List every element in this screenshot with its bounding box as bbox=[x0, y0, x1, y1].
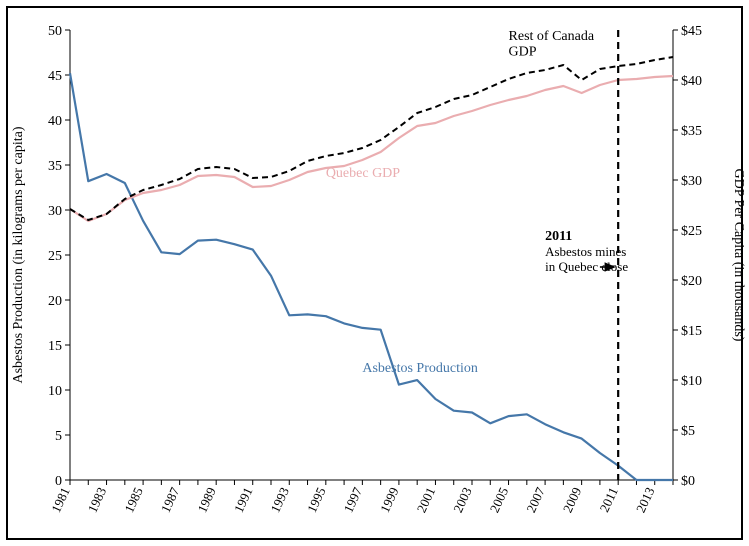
series-label: Rest of CanadaGDP bbox=[509, 29, 595, 59]
annotation-body: Asbestos minesin Quebec close bbox=[545, 244, 628, 274]
right-axis-title: GDP Per Capita (in thousands) bbox=[731, 169, 746, 342]
right-axis-tick-label: $25 bbox=[681, 224, 702, 239]
left-axis-tick-label: 30 bbox=[48, 204, 62, 219]
x-axis-tick-label: 2011 bbox=[597, 485, 621, 514]
right-axis-tick-label: $45 bbox=[681, 24, 702, 39]
x-axis-tick-label: 1981 bbox=[48, 485, 73, 515]
series-line bbox=[70, 76, 673, 221]
series-label: Quebec GDP bbox=[326, 166, 400, 181]
x-axis-tick-label: 1995 bbox=[304, 485, 329, 515]
x-axis-tick-label: 2003 bbox=[450, 485, 475, 515]
left-axis-tick-label: 20 bbox=[48, 294, 62, 309]
x-axis-tick-label: 2009 bbox=[560, 485, 585, 515]
right-axis-tick-label: $20 bbox=[681, 274, 702, 289]
right-axis-tick-label: $5 bbox=[681, 424, 695, 439]
x-axis-tick-label: 1991 bbox=[231, 485, 256, 515]
series-line bbox=[70, 57, 673, 220]
series-line bbox=[70, 73, 673, 480]
x-axis-tick-label: 2013 bbox=[633, 485, 658, 515]
x-axis-tick-label: 2007 bbox=[523, 484, 548, 514]
right-axis-tick-label: $30 bbox=[681, 174, 702, 189]
x-axis-tick-label: 2001 bbox=[414, 485, 439, 515]
left-axis-tick-label: 10 bbox=[48, 384, 62, 399]
left-axis-tick-label: 50 bbox=[48, 24, 62, 39]
line-chart: 05101520253035404550$0$5$10$15$20$25$30$… bbox=[0, 0, 749, 546]
right-axis-tick-label: $10 bbox=[681, 374, 702, 389]
x-axis-tick-label: 1989 bbox=[194, 485, 219, 515]
left-axis-tick-label: 5 bbox=[55, 429, 62, 444]
x-axis-tick-label: 1985 bbox=[121, 485, 146, 515]
right-axis-tick-label: $40 bbox=[681, 74, 702, 89]
left-axis-title: Asbestos Production (in kilograms per ca… bbox=[11, 126, 26, 383]
x-axis-tick-label: 1983 bbox=[85, 485, 110, 515]
x-axis-tick-label: 1993 bbox=[267, 485, 292, 515]
right-axis-tick-label: $35 bbox=[681, 124, 702, 139]
x-axis-tick-label: 2005 bbox=[487, 485, 512, 515]
left-axis-tick-label: 40 bbox=[48, 114, 62, 129]
right-axis-tick-label: $0 bbox=[681, 474, 695, 489]
left-axis-tick-label: 25 bbox=[48, 249, 62, 264]
right-axis-tick-label: $15 bbox=[681, 324, 702, 339]
left-axis-tick-label: 35 bbox=[48, 159, 62, 174]
chart-container: 05101520253035404550$0$5$10$15$20$25$30$… bbox=[0, 0, 749, 546]
x-axis-tick-label: 1997 bbox=[340, 484, 365, 514]
left-axis-tick-label: 45 bbox=[48, 69, 62, 84]
x-axis-tick-label: 1999 bbox=[377, 485, 402, 515]
annotation-title: 2011 bbox=[545, 229, 572, 244]
series-label: Asbestos Production bbox=[362, 361, 478, 376]
x-axis-tick-label: 1987 bbox=[158, 484, 183, 514]
left-axis-tick-label: 15 bbox=[48, 339, 62, 354]
